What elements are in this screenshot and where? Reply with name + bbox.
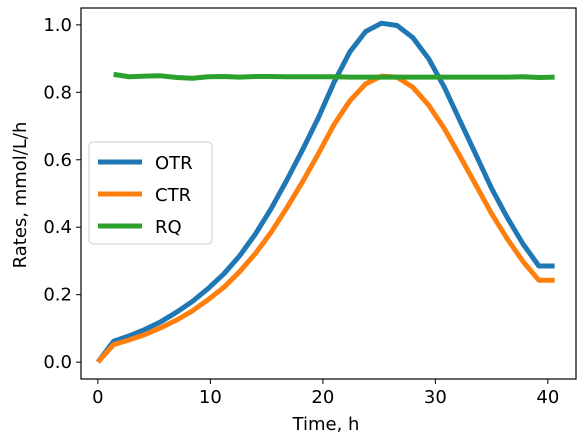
legend-label-rq: RQ [155,217,182,238]
y-tick-label: 0.6 [43,150,72,171]
series-line-otr [95,20,555,364]
x-tick-label: 30 [424,387,447,408]
x-axis-label: Time, h [292,414,360,435]
y-tick-label: 0.4 [43,217,72,238]
series-line-ctr [96,73,555,364]
plot-frame [80,7,577,380]
x-tick-label: 20 [311,387,334,408]
legend-box [88,141,213,245]
y-tick-label: 1.0 [43,15,72,36]
x-tick-label: 10 [199,387,222,408]
legend: OTR CTR RQ [88,141,213,245]
y-tick-label: 0.8 [43,82,72,103]
legend-label-otr: OTR [155,153,193,174]
series-layer [95,20,555,364]
series-line-rq [113,71,555,81]
legend-label-ctr: CTR [155,185,191,206]
y-tick-label: 0.0 [43,352,72,373]
x-axis: 0 10 20 30 40 [92,379,559,408]
y-tick-label: 0.2 [43,285,72,306]
x-tick-label: 40 [536,387,559,408]
x-tick-label: 0 [92,387,103,408]
y-axis: 0.0 0.2 0.4 0.6 0.8 1.0 [43,15,81,373]
y-axis-label: Rates, mmol/L/h [10,122,31,269]
